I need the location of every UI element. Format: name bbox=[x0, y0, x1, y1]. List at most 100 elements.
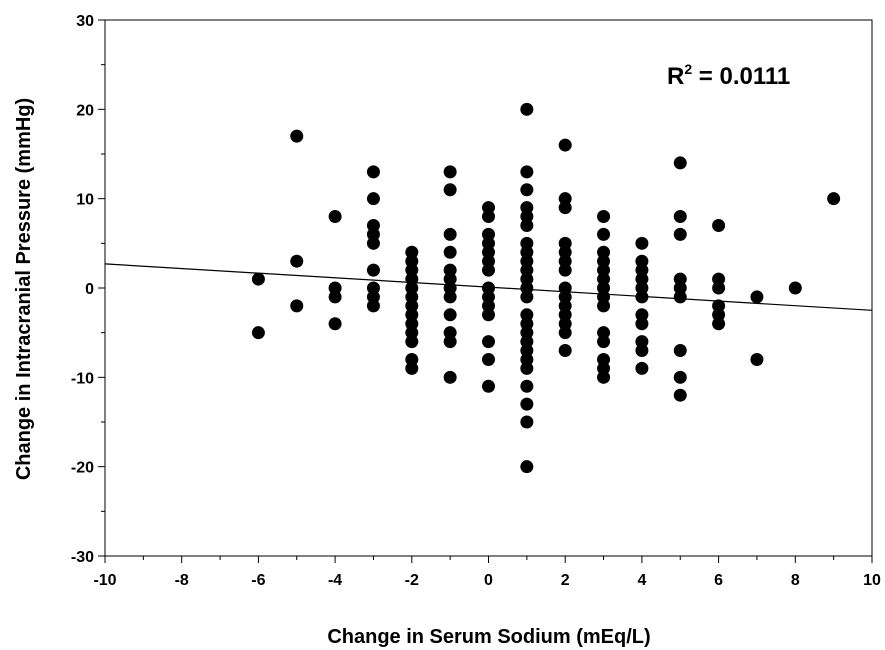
data-point bbox=[635, 290, 649, 304]
data-point bbox=[405, 290, 419, 304]
x-tick-label: 0 bbox=[484, 572, 493, 589]
x-tick-label: -8 bbox=[175, 572, 189, 589]
data-point bbox=[443, 370, 457, 384]
y-tick-label: -20 bbox=[71, 460, 94, 477]
data-point bbox=[482, 335, 495, 349]
y-tick-label: -10 bbox=[71, 370, 94, 387]
x-tick-label: -2 bbox=[405, 572, 419, 589]
data-point bbox=[405, 254, 419, 268]
data-point bbox=[366, 290, 380, 304]
r-squared-superscript: 2 bbox=[684, 61, 692, 77]
y-tick-label: 30 bbox=[76, 13, 94, 30]
data-point bbox=[520, 183, 534, 197]
data-point bbox=[750, 290, 764, 304]
data-point bbox=[405, 245, 419, 259]
data-point bbox=[520, 379, 534, 393]
data-point bbox=[520, 236, 534, 250]
data-point bbox=[558, 281, 572, 295]
data-point bbox=[405, 317, 419, 331]
data-point bbox=[443, 326, 457, 340]
data-point bbox=[712, 272, 726, 286]
data-point bbox=[673, 156, 687, 170]
data-point bbox=[597, 335, 611, 349]
data-point bbox=[520, 460, 534, 474]
data-point bbox=[328, 210, 342, 224]
data-point bbox=[443, 227, 457, 241]
data-point bbox=[597, 290, 611, 304]
data-point bbox=[290, 299, 304, 313]
data-point bbox=[290, 254, 304, 268]
data-point bbox=[405, 361, 419, 375]
data-point bbox=[597, 254, 611, 268]
data-point bbox=[520, 245, 534, 259]
data-point bbox=[673, 290, 687, 304]
data-point bbox=[827, 192, 841, 206]
data-point bbox=[482, 281, 495, 295]
data-point bbox=[635, 272, 649, 286]
data-point bbox=[597, 227, 611, 241]
data-point bbox=[597, 299, 611, 313]
data-point bbox=[482, 254, 495, 268]
data-point bbox=[520, 201, 534, 215]
data-point bbox=[443, 263, 457, 277]
data-point bbox=[482, 210, 495, 224]
r-squared-base: R bbox=[667, 63, 684, 90]
data-point bbox=[443, 281, 457, 295]
data-point bbox=[405, 263, 419, 277]
x-tick-label: 6 bbox=[714, 572, 723, 589]
data-point bbox=[597, 361, 611, 375]
data-point bbox=[558, 192, 572, 206]
data-point bbox=[482, 245, 495, 259]
x-tick-label: 8 bbox=[791, 572, 800, 589]
data-point bbox=[482, 308, 495, 322]
data-point bbox=[366, 227, 380, 241]
data-point bbox=[482, 299, 495, 313]
data-point bbox=[635, 344, 649, 358]
data-point bbox=[788, 281, 802, 295]
data-point bbox=[712, 317, 726, 331]
data-point bbox=[482, 227, 495, 241]
data-point bbox=[635, 254, 649, 268]
data-point bbox=[520, 218, 534, 232]
data-point bbox=[558, 201, 572, 215]
data-point bbox=[520, 335, 534, 349]
data-point bbox=[597, 352, 611, 366]
data-point bbox=[520, 415, 534, 429]
data-point bbox=[520, 308, 534, 322]
data-point bbox=[405, 352, 419, 366]
data-point bbox=[405, 326, 419, 340]
data-point bbox=[443, 165, 457, 179]
data-point bbox=[366, 165, 380, 179]
x-axis-title: Change in Serum Sodium (mEq/L) bbox=[327, 626, 650, 648]
x-tick-label: 2 bbox=[561, 572, 570, 589]
data-point bbox=[482, 290, 495, 304]
data-point bbox=[520, 210, 534, 224]
data-point bbox=[558, 254, 572, 268]
data-point bbox=[482, 236, 495, 250]
x-tick-label: -6 bbox=[251, 572, 265, 589]
data-point bbox=[520, 361, 534, 375]
x-tick-label: 4 bbox=[637, 572, 646, 589]
data-point bbox=[597, 263, 611, 277]
data-point bbox=[520, 102, 534, 116]
data-point bbox=[750, 352, 764, 366]
data-point bbox=[635, 308, 649, 322]
data-point bbox=[482, 263, 495, 277]
data-point bbox=[405, 272, 419, 286]
data-point bbox=[712, 218, 726, 232]
data-point bbox=[366, 192, 380, 206]
data-point bbox=[328, 281, 342, 295]
data-point bbox=[251, 326, 265, 340]
data-point bbox=[443, 335, 457, 349]
x-tick-label: -10 bbox=[93, 572, 116, 589]
data-point bbox=[635, 317, 649, 331]
data-point bbox=[366, 218, 380, 232]
data-point bbox=[558, 245, 572, 259]
data-point bbox=[712, 308, 726, 322]
data-point bbox=[558, 236, 572, 250]
data-point bbox=[520, 352, 534, 366]
data-point bbox=[482, 379, 495, 393]
data-point bbox=[520, 290, 534, 304]
data-point bbox=[520, 165, 534, 179]
data-point bbox=[558, 290, 572, 304]
